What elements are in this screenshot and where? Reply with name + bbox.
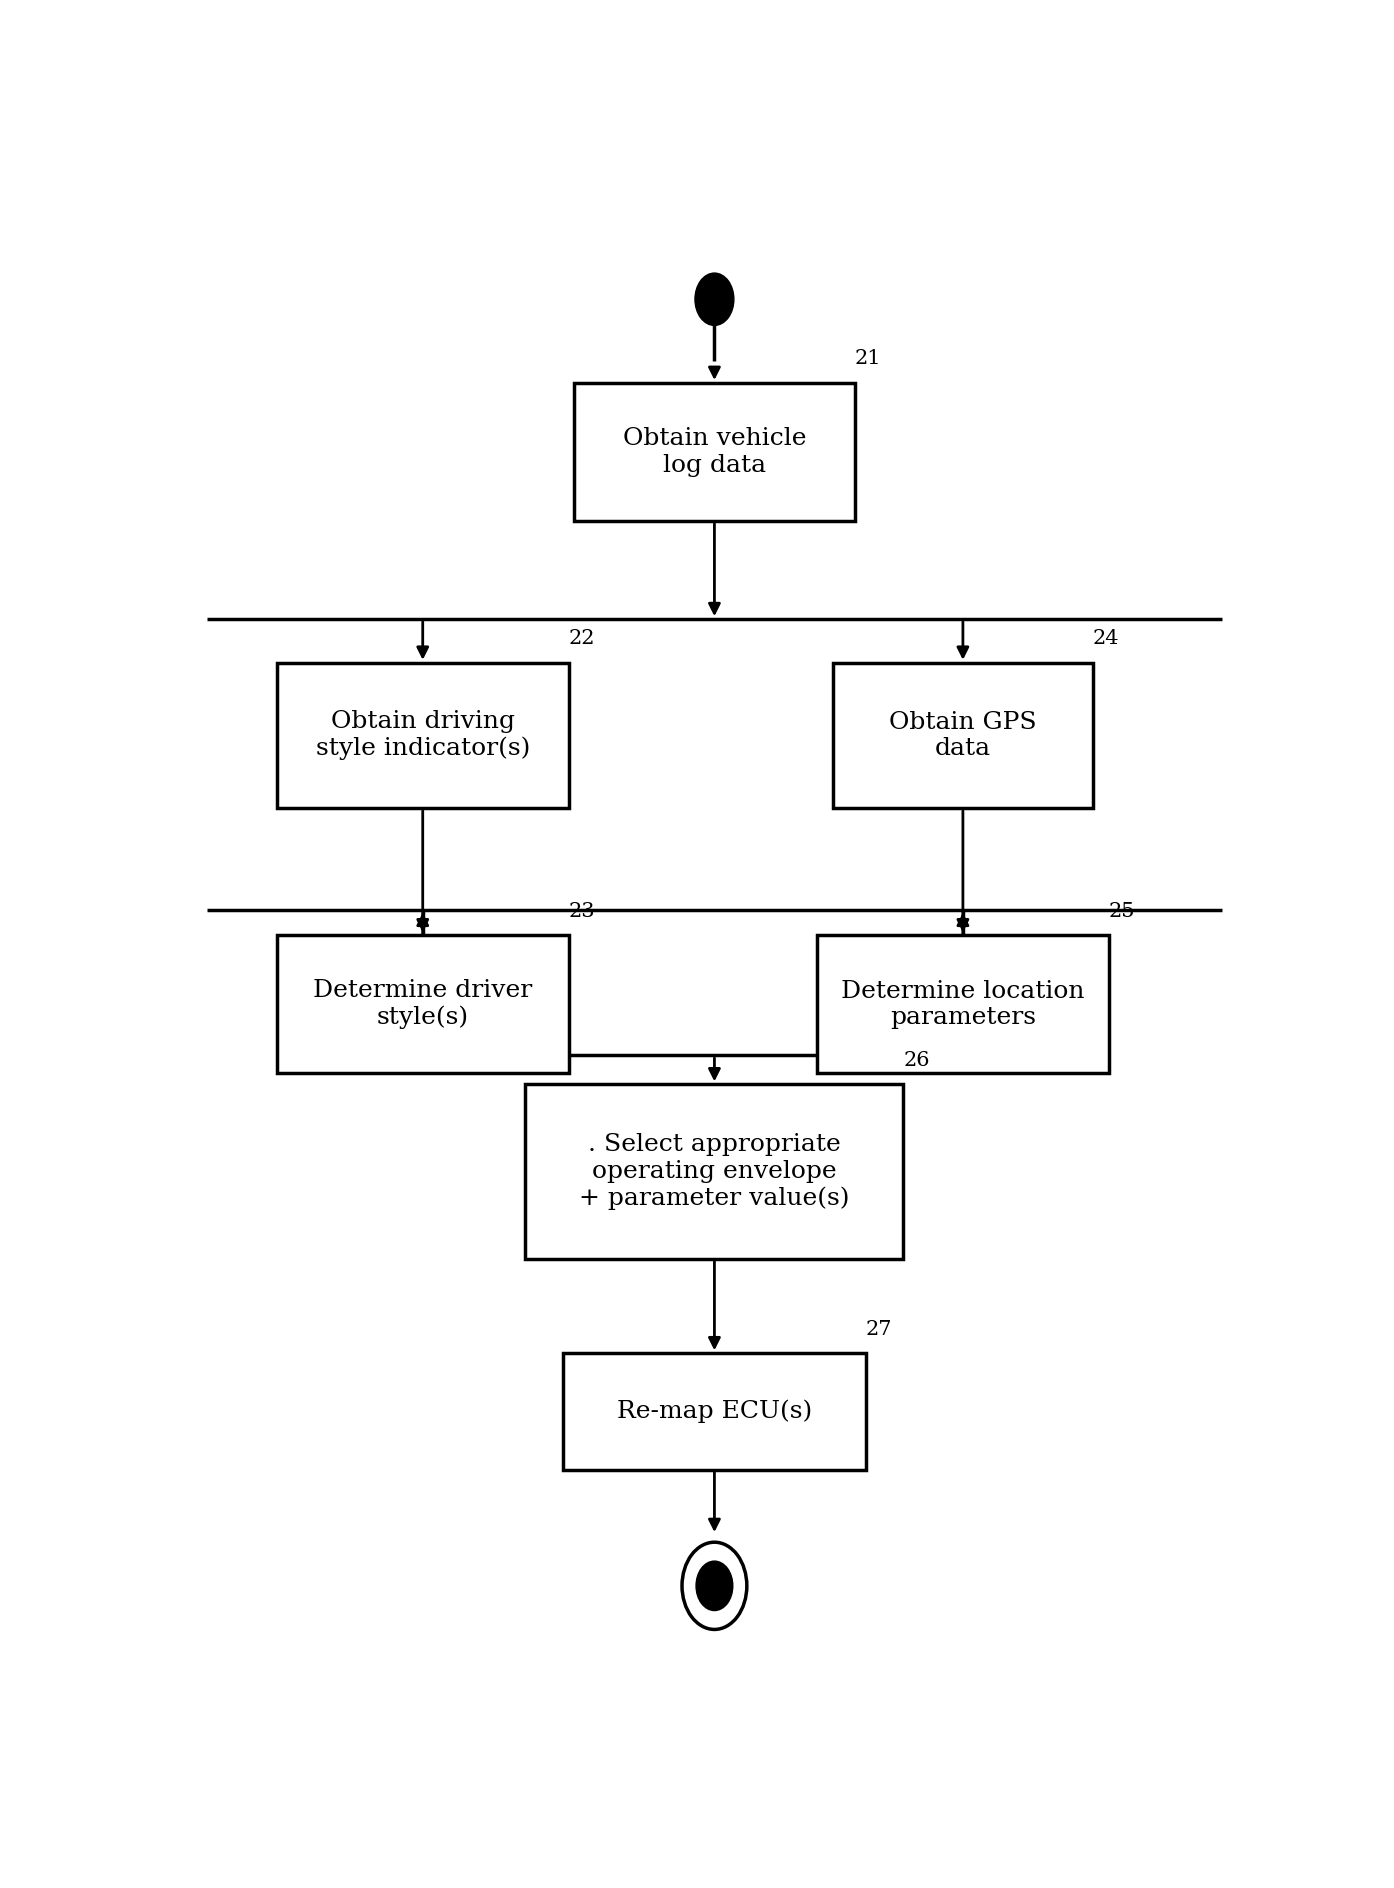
Text: 21: 21 — [855, 349, 881, 368]
Text: Determine driver
style(s): Determine driver style(s) — [314, 980, 533, 1029]
Circle shape — [696, 1561, 733, 1610]
Circle shape — [682, 1542, 747, 1629]
Bar — [277, 663, 569, 808]
Bar — [563, 1354, 866, 1469]
Bar — [574, 383, 855, 521]
Text: 25: 25 — [1108, 902, 1135, 921]
Text: 27: 27 — [866, 1320, 892, 1339]
Text: 23: 23 — [569, 902, 595, 921]
Text: Obtain vehicle
log data: Obtain vehicle log data — [623, 427, 806, 476]
Bar — [834, 663, 1093, 808]
Bar — [526, 1084, 903, 1259]
Text: 22: 22 — [569, 629, 595, 648]
Text: 24: 24 — [1093, 629, 1119, 648]
Text: Obtain GPS
data: Obtain GPS data — [889, 710, 1037, 761]
Text: . Select appropriate
operating envelope
+ parameter value(s): . Select appropriate operating envelope … — [579, 1133, 850, 1210]
Text: Determine location
parameters: Determine location parameters — [841, 980, 1085, 1029]
Bar — [817, 935, 1108, 1074]
Circle shape — [696, 274, 733, 325]
Bar — [277, 935, 569, 1074]
Text: Re-map ECU(s): Re-map ECU(s) — [616, 1399, 813, 1424]
Text: Obtain driving
style indicator(s): Obtain driving style indicator(s) — [315, 710, 530, 761]
Text: 26: 26 — [903, 1052, 930, 1070]
